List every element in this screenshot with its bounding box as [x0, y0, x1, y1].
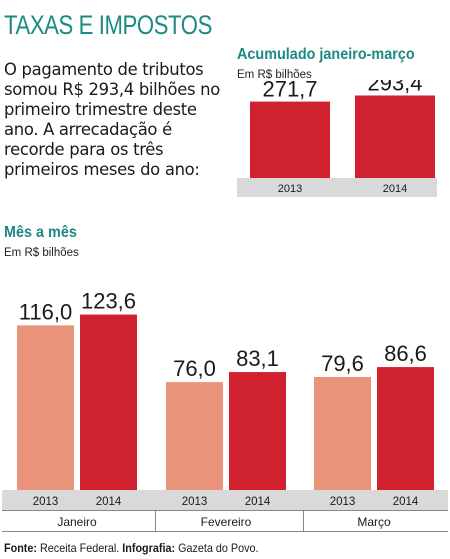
- monthly-year-label-março-2013: 2013: [330, 496, 356, 508]
- monthly-band-divider: [2, 510, 448, 511]
- monthly-value-label-março-2014: 86,6: [384, 341, 427, 366]
- infographic-text: Gazeta do Povo.: [178, 541, 259, 555]
- monthly-month-band: [2, 511, 448, 531]
- monthly-bar-fevereiro-2014: [229, 372, 286, 490]
- monthly-bar-fevereiro-2013: [166, 382, 223, 490]
- monthly-month-label-fevereiro: Fevereiro: [201, 515, 252, 529]
- infographic-label: Infografia:: [122, 541, 176, 555]
- summary-chart-title: Acumulado janeiro-março: [237, 46, 415, 63]
- monthly-year-label-janeiro-2013: 2013: [33, 496, 59, 508]
- monthly-month-divider-2: [303, 511, 304, 531]
- monthly-chart-unit: Em R$ bilhões: [4, 247, 79, 259]
- summary-bar-2014: [355, 95, 435, 178]
- summary-chart-unit: Em R$ bilhões: [237, 69, 312, 81]
- monthly-value-label-fevereiro-2014: 83,1: [236, 346, 279, 371]
- monthly-year-label-março-2014: 2014: [393, 496, 419, 508]
- monthly-bar-março-2013: [314, 377, 371, 490]
- summary-value-label-2013: 271,7: [262, 80, 317, 102]
- monthly-bar-março-2014: [377, 367, 434, 490]
- source-text: Receita Federal.: [40, 541, 120, 555]
- monthly-bottom-rule: [2, 531, 448, 532]
- summary-category-label-2014: 2014: [383, 183, 407, 195]
- monthly-bar-janeiro-2014: [80, 314, 137, 490]
- summary-axis-band: [237, 178, 437, 197]
- summary-category-label-2013: 2013: [278, 183, 302, 195]
- monthly-value-label-fevereiro-2013: 76,0: [173, 356, 216, 381]
- monthly-bar-chart: 116,0 2013 123,6 2014 Janeiro 76,0 2013 83,1 201…: [2, 289, 448, 532]
- summary-bar-chart: 271,7 2013 293,4 2014: [237, 80, 437, 197]
- summary-value-label-2014: 293,4: [367, 80, 422, 95]
- monthly-year-label-fevereiro-2013: 2013: [182, 496, 208, 508]
- summary-bar-2013: [250, 101, 330, 178]
- intro-text: O pagamento de tributos somou R$ 293,4 b…: [4, 60, 220, 179]
- source-label: Fonte:: [4, 541, 37, 555]
- monthly-value-label-janeiro-2013: 116,0: [19, 299, 72, 324]
- monthly-year-label-janeiro-2014: 2014: [96, 496, 122, 508]
- monthly-bar-janeiro-2013: [17, 325, 74, 490]
- monthly-value-label-janeiro-2014: 123,6: [81, 289, 136, 314]
- monthly-month-label-março: Março: [357, 515, 391, 529]
- monthly-year-label-fevereiro-2014: 2014: [245, 496, 271, 508]
- monthly-month-label-janeiro: Janeiro: [57, 515, 97, 529]
- monthly-month-divider-1: [155, 511, 156, 531]
- monthly-chart-title: Mês a mês: [4, 224, 77, 241]
- monthly-value-label-março-2013: 79,6: [321, 351, 364, 376]
- page-headline: TAXAS E IMPOSTOS: [4, 10, 212, 40]
- monthly-year-band: [2, 490, 448, 510]
- source-credit: Fonte: Receita Federal. Infografia: Gaze…: [4, 541, 259, 555]
